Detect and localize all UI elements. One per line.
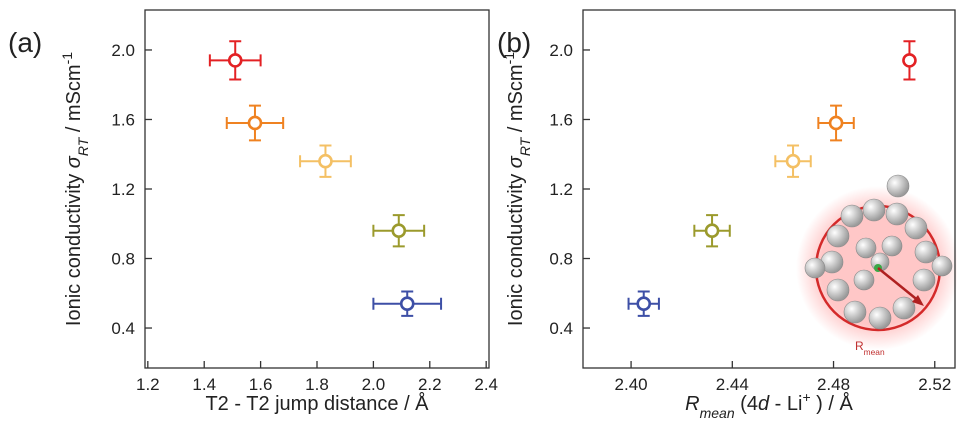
x-axis-label: T2 - T2 jump distance / Å (205, 392, 429, 415)
x-tick-label: 1.6 (249, 375, 273, 394)
y-axis-label: Ionic conductivity σRT / mScm-1 (501, 52, 533, 326)
label-part: Ionic conductivity (63, 168, 85, 326)
label-part: R (855, 339, 864, 353)
y-tick-label: 0.8 (549, 250, 573, 269)
label-part: - Li (769, 393, 802, 415)
data-point (391, 223, 407, 239)
x-tick-label: 2.52 (918, 375, 951, 394)
data-point (399, 296, 415, 311)
label-part: / mScm (63, 64, 85, 137)
label-part: R (685, 393, 699, 415)
x-tick-label: 2.4 (474, 375, 498, 394)
label-part: Ionic conductivity (505, 168, 527, 326)
label-part: σ (63, 155, 85, 168)
label-part: (4 (735, 393, 758, 415)
x-tick-label: 2.40 (615, 375, 648, 394)
x-tick-label: 1.2 (136, 375, 160, 394)
data-point (785, 153, 801, 169)
y-tick-label: 0.4 (111, 319, 135, 338)
y-axis-label: Ionic conductivity σRT / mScm-1 (59, 52, 91, 326)
data-point (318, 153, 333, 169)
y-tick-label: 2.0 (549, 41, 573, 60)
label-part: RT (75, 136, 91, 156)
inset-illustration (796, 174, 957, 350)
data-point (828, 115, 844, 131)
x-tick-label: 1.8 (305, 375, 329, 394)
y-tick-label: 1.6 (549, 110, 573, 129)
inset-label: Rmean (855, 339, 885, 357)
label-part: T2 - T2 jump distance / Å (205, 392, 429, 415)
y-tick-label: 2.0 (111, 41, 135, 60)
label-part: -1 (501, 52, 517, 65)
plot-frame (144, 9, 490, 369)
data-point (902, 53, 917, 68)
panel-label: (b) (497, 27, 531, 58)
x-tick-label: 1.4 (192, 375, 216, 394)
label-part: RT (517, 136, 533, 156)
x-tick-label: 2.44 (716, 375, 749, 394)
y-tick-label: 0.8 (111, 250, 135, 269)
label-part: -1 (59, 52, 75, 65)
label-part: mean (864, 347, 885, 357)
label-part: σ (505, 155, 527, 168)
x-tick-label: 2.0 (362, 375, 386, 394)
data-point (247, 115, 263, 131)
x-axis-label: Rmean (4d - Li+ ) / Å (685, 389, 853, 419)
label-part: + (802, 389, 810, 405)
data-point (227, 53, 243, 68)
y-tick-label: 1.2 (549, 180, 573, 199)
data-point (636, 296, 652, 311)
data-point (704, 223, 720, 239)
x-tick-label: 2.2 (418, 375, 442, 394)
y-tick-label: 1.2 (111, 180, 135, 199)
label-part: mean (700, 405, 735, 419)
label-part: / mScm (505, 64, 527, 137)
x-tick-label: 2.48 (817, 375, 850, 394)
label-part: d (758, 393, 770, 415)
y-tick-label: 1.6 (111, 110, 135, 129)
label-part: ) / Å (811, 392, 854, 415)
panel-label: (a) (8, 27, 42, 58)
y-tick-label: 0.4 (549, 319, 573, 338)
